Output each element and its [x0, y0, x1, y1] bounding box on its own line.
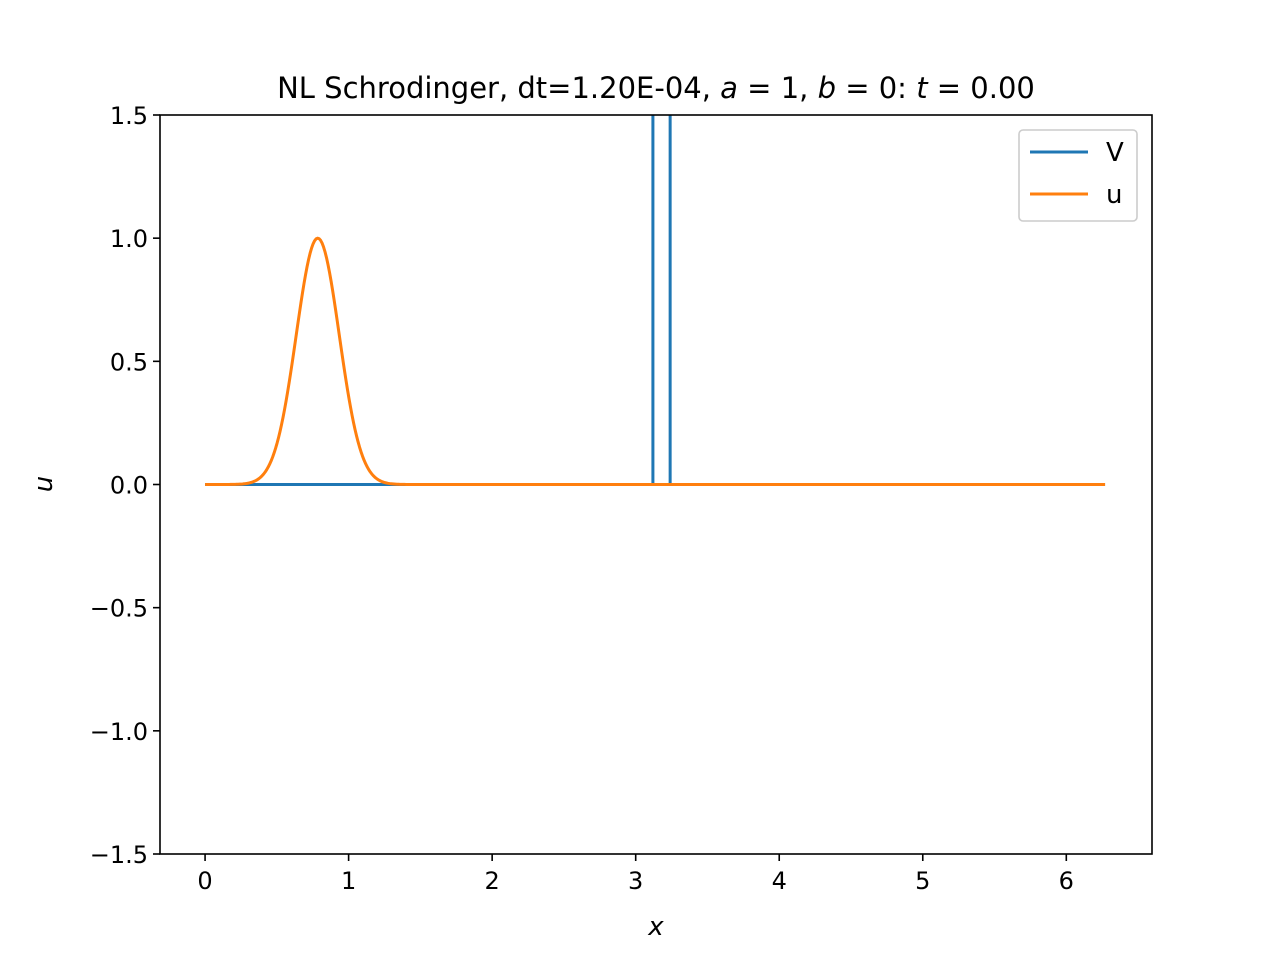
- y-tick-label: −1.5: [90, 841, 148, 869]
- x-axis: 0 1 2 3 4 5 6: [197, 854, 1074, 895]
- y-tick-label: 0.5: [110, 348, 148, 376]
- title-part-5: t: [916, 71, 929, 105]
- y-tick-label: 0.0: [110, 472, 148, 500]
- x-tick-label: 4: [772, 867, 787, 895]
- title-part-1: a: [720, 71, 738, 105]
- title-part-2: = 1,: [738, 71, 818, 105]
- y-axis: −1.5 −1.0 −0.5 0.0 0.5 1.0 1.5: [90, 102, 160, 869]
- chart-title: NL Schrodinger, dt=1.20E-04, a = 1, b = …: [277, 71, 1035, 105]
- series-line-u: [205, 236, 1106, 486]
- x-tick-label: 0: [197, 867, 212, 895]
- y-tick-label: 1.5: [110, 102, 148, 130]
- legend-label-v: V: [1106, 138, 1124, 168]
- title-part-6: = 0.00: [928, 71, 1035, 105]
- x-tick-label: 2: [485, 867, 500, 895]
- x-tick-label: 5: [915, 867, 930, 895]
- x-axis-label: x: [647, 912, 664, 942]
- y-tick-label: −1.0: [90, 718, 148, 746]
- legend: V u: [1018, 129, 1138, 222]
- x-tick-label: 1: [341, 867, 356, 895]
- x-tick-label: 3: [628, 867, 643, 895]
- title-part-3: b: [818, 71, 836, 105]
- plot-area: [205, 115, 1106, 486]
- x-tick-label: 6: [1059, 867, 1074, 895]
- y-axis-label: u: [29, 476, 59, 492]
- title-part-0: NL Schrodinger, dt=1.20E-04,: [277, 71, 720, 105]
- legend-label-u: u: [1106, 180, 1122, 210]
- title-part-4: = 0:: [836, 71, 916, 105]
- y-tick-label: −0.5: [90, 595, 148, 623]
- y-tick-label: 1.0: [110, 225, 148, 253]
